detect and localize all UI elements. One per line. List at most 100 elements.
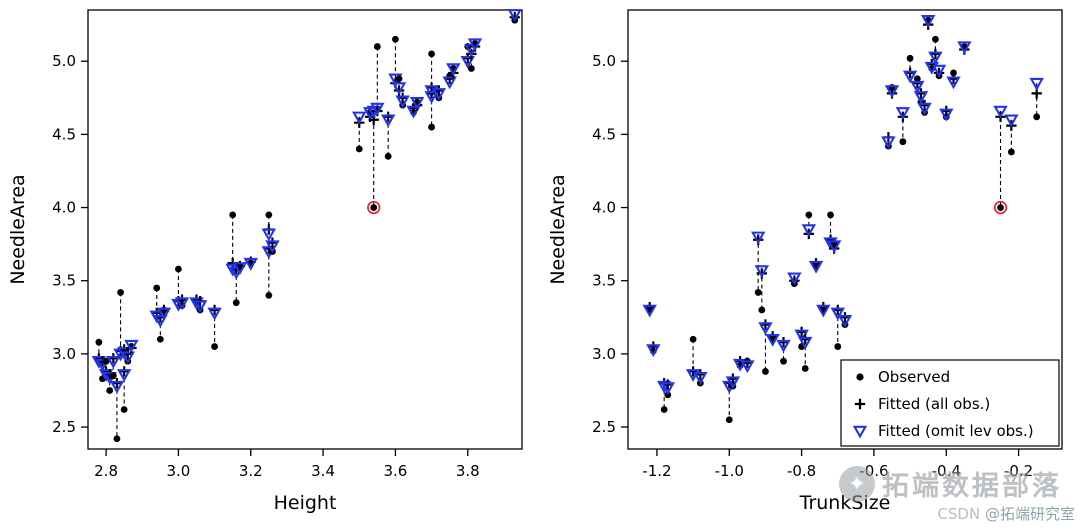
observed-point [906, 54, 914, 62]
fitted-omit-marker [993, 105, 1008, 119]
observed-point [997, 204, 1004, 211]
observed-point [428, 50, 435, 58]
fitted-all-marker [158, 304, 170, 316]
observed-point [801, 365, 809, 372]
fitted-all-marker [839, 312, 851, 323]
fitted-omit-marker [751, 231, 766, 245]
fitted-omit-marker [406, 105, 421, 119]
observed-point [689, 335, 697, 343]
observed-point [232, 299, 240, 307]
fitted-omit-marker [765, 334, 780, 347]
fitted-all-marker [778, 336, 789, 348]
fitted-omit-marker [776, 339, 791, 353]
y-tick-label: 2.5 [52, 418, 76, 436]
fitted-all-marker [742, 357, 753, 368]
observed-point [780, 357, 787, 365]
x-tick-label: -0.6 [859, 462, 888, 480]
fitted-omit-marker [913, 91, 929, 104]
fitted-omit-marker [798, 336, 813, 350]
observed-point [175, 265, 182, 273]
fitted-omit-marker [725, 376, 741, 390]
x-tick-label: -1.2 [642, 462, 671, 480]
fitted-all-marker [915, 88, 927, 99]
y-tick-label: 4.5 [52, 125, 76, 143]
fitted-omit-marker [754, 265, 770, 279]
fitted-omit-marker [826, 240, 842, 254]
fitted-all-marker [122, 348, 133, 360]
legend-item-label: Fitted (omit lev obs.) [878, 422, 1034, 440]
fitted-omit-marker [931, 64, 947, 78]
fitted-omit-marker [801, 224, 817, 238]
fitted-all-marker [111, 377, 123, 389]
fitted-omit-marker [109, 380, 125, 394]
fitted-omit-marker [642, 304, 657, 318]
fitted-omit-marker [116, 369, 132, 382]
fitted-omit-marker [370, 102, 385, 116]
fitted-omit-marker [939, 108, 954, 122]
fitted-omit-marker [895, 107, 911, 120]
fitted-all-marker [727, 373, 739, 384]
y-axis-label: NeedleArea [547, 174, 569, 284]
fitted-all-marker [118, 366, 130, 377]
observed-point [899, 138, 907, 146]
fitted-omit-marker [910, 80, 925, 94]
observed-point [384, 152, 392, 160]
y-tick-label: 2.5 [592, 418, 616, 436]
fitted-omit-marker [740, 360, 755, 374]
observed-point [1007, 148, 1015, 156]
fitted-omit-marker [808, 260, 824, 274]
observed-point [113, 435, 121, 443]
x-axis-label: Height [274, 492, 337, 514]
fitted-all-marker [796, 326, 807, 338]
x-tick-label: -0.2 [1004, 462, 1033, 480]
observed-point [762, 368, 769, 375]
fitted-omit-marker [261, 228, 277, 242]
observed-point [805, 211, 813, 219]
observed-point [153, 284, 161, 292]
fitted-omit-marker [946, 76, 961, 90]
fitted-omit-marker [442, 76, 457, 90]
y-tick-label: 4.0 [592, 199, 616, 217]
x-tick-label: 3.0 [166, 462, 190, 480]
fitted-omit-marker [816, 304, 831, 318]
scatter-plot-svg: -1.2 -1.0 -0.8 -0.6 -0.4 -0.2 2.5 3.0 3.5 4.0 4.5 5… [547, 9, 1063, 514]
fitted-omit-marker [395, 95, 410, 109]
fitted-omit-marker [787, 272, 802, 286]
fitted-omit-marker [106, 355, 121, 369]
fitted-omit-marker [884, 85, 900, 99]
observed-point [355, 145, 363, 153]
fitted-all-marker [433, 85, 445, 96]
fitted-all-marker [818, 301, 829, 313]
leverage-ring [367, 200, 381, 215]
fitted-omit-marker [431, 88, 447, 101]
observed-point [834, 343, 842, 350]
fitted-all-marker [397, 92, 408, 103]
x-tick-label: -0.8 [787, 462, 816, 480]
observed-point [827, 211, 834, 219]
observed-point [758, 306, 766, 314]
fitted-omit-marker [409, 96, 425, 110]
fitted-omit-marker [95, 358, 110, 372]
fitted-omit-marker [124, 339, 139, 353]
fitted-all-marker [904, 67, 916, 79]
observed-point [156, 335, 164, 343]
observed-point [395, 75, 403, 83]
fitted-omit-marker [693, 372, 708, 385]
x-tick-label: 3.8 [456, 462, 480, 480]
fitted-all-marker [948, 73, 959, 84]
legend-box [840, 359, 1060, 447]
fitted-omit-marker [174, 297, 190, 311]
leverage-ring [993, 200, 1008, 215]
observed-point [102, 357, 110, 365]
observed-point [1033, 113, 1041, 121]
fitted-all-marker [930, 48, 941, 60]
observed-point [265, 211, 273, 219]
fitted-all-marker [687, 366, 699, 377]
fitted-omit-marker [1004, 114, 1019, 128]
legend-plus-icon [854, 398, 866, 410]
fitted-all-marker [648, 341, 659, 352]
observed-point [950, 69, 957, 77]
fitted-all-marker [176, 294, 188, 305]
fitted-omit-marker [460, 55, 475, 69]
fitted-all-marker [444, 73, 455, 84]
